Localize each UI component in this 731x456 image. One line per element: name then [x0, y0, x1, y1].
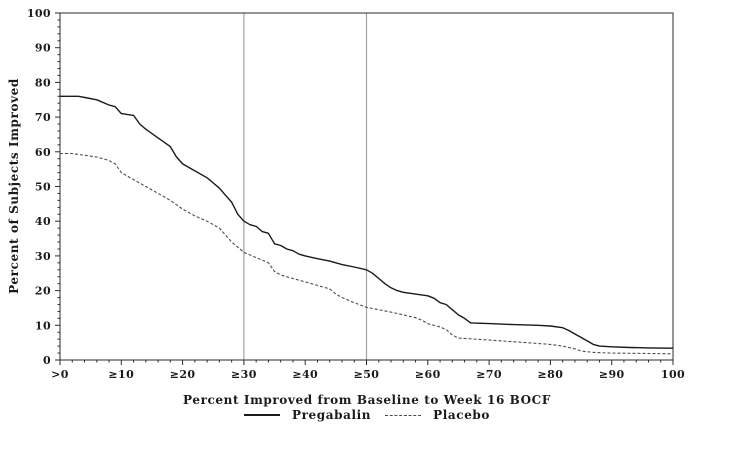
svg-text:≥40: ≥40: [292, 368, 318, 381]
svg-text:30: 30: [35, 250, 51, 263]
svg-text:≥90: ≥90: [599, 368, 625, 381]
svg-text:100: 100: [27, 7, 51, 20]
svg-text:50: 50: [35, 181, 51, 194]
svg-text:≥50: ≥50: [354, 368, 380, 381]
svg-text:≥70: ≥70: [476, 368, 502, 381]
svg-text:≥60: ≥60: [415, 368, 441, 381]
svg-text:≥30: ≥30: [231, 368, 257, 381]
svg-text:100: 100: [661, 368, 685, 381]
dashed-line-icon: [385, 414, 422, 416]
solid-line-icon: [243, 414, 280, 416]
chart-legend: Pregabalin Placebo: [61, 408, 673, 422]
svg-text:20: 20: [35, 285, 51, 298]
legend-item-pregabalin: Pregabalin: [243, 408, 372, 422]
svg-text:0: 0: [43, 354, 51, 367]
legend-item-placebo: Placebo: [385, 408, 490, 422]
legend-label-pregabalin: Pregabalin: [291, 408, 372, 422]
svg-text:10: 10: [35, 319, 51, 332]
svg-text:60: 60: [35, 146, 51, 159]
svg-text:>0: >0: [51, 368, 69, 381]
svg-text:40: 40: [35, 215, 51, 228]
svg-text:≥10: ≥10: [108, 368, 134, 381]
svg-text:≥20: ≥20: [170, 368, 196, 381]
svg-text:90: 90: [35, 42, 51, 55]
legend-label-placebo: Placebo: [433, 408, 491, 422]
x-axis-title: Percent Improved from Baseline to Week 1…: [183, 393, 551, 407]
svg-text:70: 70: [35, 111, 51, 124]
svg-text:≥80: ≥80: [538, 368, 564, 381]
svg-text:80: 80: [35, 76, 51, 89]
y-axis-title: Percent of Subjects Improved: [7, 78, 21, 294]
